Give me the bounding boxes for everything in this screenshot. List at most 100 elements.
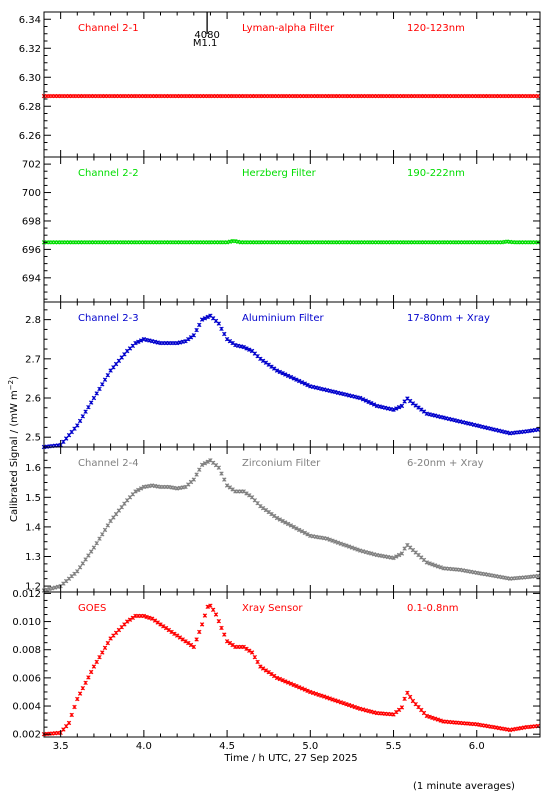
data-point xyxy=(94,541,99,546)
data-point xyxy=(194,637,199,642)
y-tick-label: 2.7 xyxy=(25,354,41,365)
y-tick-label: 0.006 xyxy=(12,673,41,684)
data-point xyxy=(89,400,94,405)
data-point xyxy=(202,461,208,466)
y-axis-title-end: ) xyxy=(9,376,20,380)
data-point xyxy=(158,622,163,627)
data-point xyxy=(349,703,355,709)
data-point xyxy=(127,617,133,622)
y-tick-label: 696 xyxy=(22,245,41,256)
data-point xyxy=(272,366,277,371)
footnote: (1 minute averages) xyxy=(413,781,515,792)
data-point xyxy=(247,347,252,352)
data-point xyxy=(83,557,88,562)
panel-2: 694 696 698 700 702 Channel 2-2 Herzberg Filte… xyxy=(22,156,541,303)
y-tick-label: 0.004 xyxy=(12,702,41,713)
data-point xyxy=(308,689,313,695)
data-point xyxy=(75,569,80,574)
panels-layer: 6.26 6.28 6.30 6.32 6.34 Channel 2-1 Lyman-alp… xyxy=(12,11,541,752)
data-point xyxy=(224,337,230,342)
data-point xyxy=(116,358,122,363)
data-point xyxy=(91,545,97,550)
data-point xyxy=(122,501,127,506)
data-point xyxy=(291,682,296,688)
data-point xyxy=(105,640,110,646)
data-point xyxy=(224,483,230,488)
data-point xyxy=(535,93,540,99)
data-point xyxy=(335,540,341,545)
data-point xyxy=(399,551,405,556)
y-tick-label: 698 xyxy=(22,216,41,227)
data-point xyxy=(108,368,113,373)
data-point xyxy=(64,724,69,729)
data-point xyxy=(183,339,188,344)
data-point xyxy=(247,648,252,653)
data-point xyxy=(83,680,88,685)
data-point xyxy=(244,491,249,496)
data-point xyxy=(80,686,85,691)
data-point xyxy=(66,720,72,726)
data-point xyxy=(105,373,110,378)
data-point xyxy=(102,527,108,533)
data-point xyxy=(260,666,266,671)
data-point xyxy=(166,627,171,633)
data-point xyxy=(299,380,305,385)
data-point xyxy=(535,427,540,432)
data-point xyxy=(435,717,441,722)
data-point xyxy=(427,561,432,566)
data-point xyxy=(61,439,66,444)
data-point xyxy=(285,680,291,685)
data-point xyxy=(402,696,407,701)
data-point xyxy=(274,675,280,681)
data-point xyxy=(241,344,246,350)
channel-label: Channel 2-3 xyxy=(78,313,139,324)
data-point xyxy=(391,555,396,561)
filter-label: Herzberg Filter xyxy=(242,168,317,179)
data-point xyxy=(302,687,307,692)
data-point xyxy=(252,655,257,660)
data-point xyxy=(163,625,169,631)
data-point xyxy=(102,377,108,382)
channel-label: Channel 2-2 xyxy=(78,168,139,179)
y-tick-label: 1.4 xyxy=(25,522,41,533)
data-point xyxy=(260,358,266,363)
x-tick-label: 5.5 xyxy=(386,741,402,752)
data-point xyxy=(100,650,105,655)
y-tick-label: 0.008 xyxy=(12,645,41,656)
data-point xyxy=(202,613,208,618)
x-tick-label: 3.5 xyxy=(53,741,69,752)
y-axis-title: Calibrated Signal / (mW m−2) xyxy=(7,376,20,522)
data-point xyxy=(247,493,252,498)
data-point xyxy=(111,515,116,520)
data-point xyxy=(91,395,97,401)
data-point xyxy=(241,489,246,494)
y-tick-label: 2.5 xyxy=(25,433,41,444)
data-point xyxy=(266,670,271,675)
data-point xyxy=(86,553,91,558)
data-point xyxy=(358,395,363,401)
data-point xyxy=(272,513,277,519)
data-point xyxy=(202,316,208,321)
y-tick-label: 6.30 xyxy=(19,73,41,84)
data-point xyxy=(144,614,149,620)
data-point xyxy=(344,543,349,548)
data-point xyxy=(191,477,196,482)
y-tick-label: 0.012 xyxy=(12,589,41,600)
data-point xyxy=(227,640,233,646)
data-point xyxy=(72,704,77,710)
panel-1-series xyxy=(41,93,540,99)
wavelength-range-label: 120-123nm xyxy=(407,23,465,34)
data-point xyxy=(316,692,321,697)
y-tick-label: 6.32 xyxy=(19,44,41,55)
data-point xyxy=(199,462,205,467)
y-axis-title-superscript: −2 xyxy=(7,380,15,390)
y-tick-label: 1.3 xyxy=(25,552,41,563)
data-point xyxy=(191,333,196,338)
data-point xyxy=(285,521,291,527)
data-point xyxy=(64,436,69,441)
data-point xyxy=(424,713,429,719)
data-point xyxy=(89,669,94,675)
data-point xyxy=(313,691,319,696)
panel-3: 2.5 2.6 2.7 2.8 Channel 2-3 Aluminium Filter 1… xyxy=(25,301,541,450)
data-point xyxy=(341,542,346,547)
